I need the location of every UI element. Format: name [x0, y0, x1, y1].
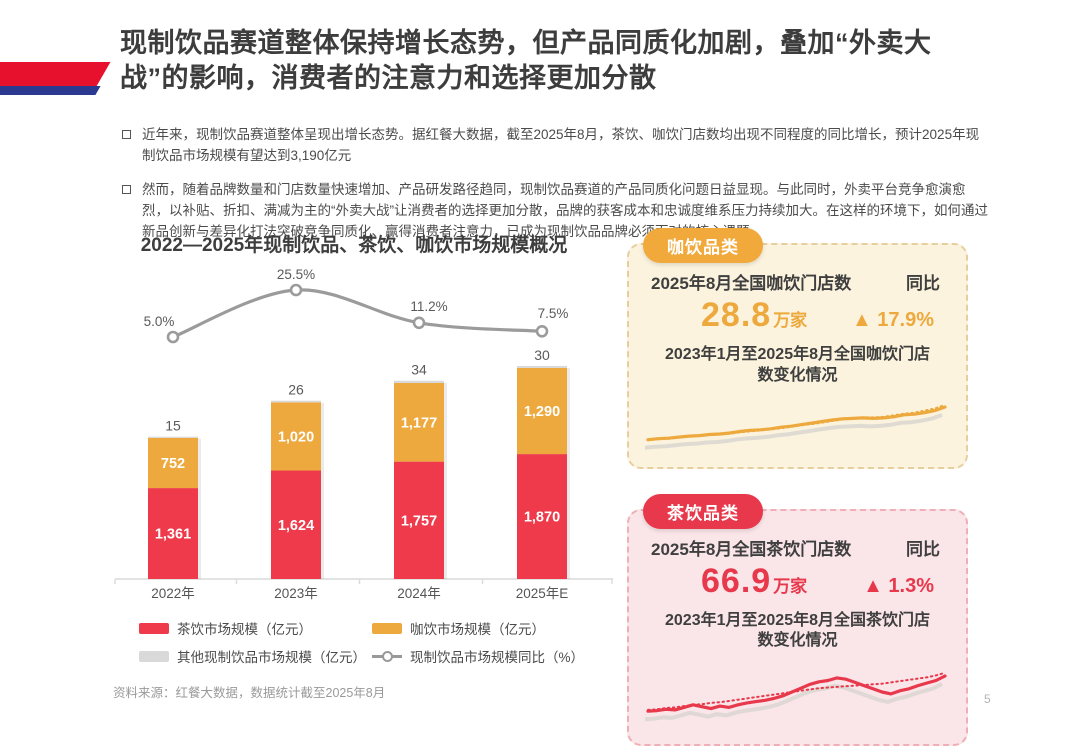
coffee-trend-sparkline — [645, 403, 947, 450]
trend-chart-title: 2023年1月至2025年8月全国茶饮门店数变化情况 — [665, 611, 930, 650]
yoy-value: ▲ 17.9% — [851, 309, 934, 331]
category-cards: 咖饮品类 2025年8月全国咖饮门店数 同比 28.8 万家 ▲ 17.9% 20… — [627, 228, 968, 746]
store-count-value: 28.8 万家 — [701, 296, 807, 335]
svg-text:1,870: 1,870 — [524, 510, 560, 526]
bullet-text: 近年来，现制饮品赛道整体呈现出增长态势。据红餐大数据，截至2025年8月，茶饮、… — [142, 127, 980, 163]
count-number: 28.8 — [701, 296, 772, 334]
trend-chart-title: 2023年1月至2025年8月全国咖饮门店数变化情况 — [665, 346, 930, 384]
count-unit: 万家 — [773, 311, 808, 330]
svg-text:34: 34 — [411, 362, 427, 378]
square-bullet-icon — [122, 130, 131, 139]
legend-item-other: 其他现制饮品市场规模（亿元） — [139, 646, 372, 666]
svg-text:25.5%: 25.5% — [277, 267, 315, 282]
chart-legend: 茶饮市场规模（亿元） 咖饮市场规模（亿元） 其他现制饮品市场规模（亿元） 现制饮… — [113, 618, 621, 666]
svg-text:5.0%: 5.0% — [144, 314, 175, 329]
svg-text:30: 30 — [534, 347, 550, 363]
svg-text:15: 15 — [165, 418, 181, 434]
chart-title: 2022—2025年现制饮品、茶饮、咖饮市场规模概况 — [140, 235, 568, 256]
store-count-value: 66.9 万家 — [701, 562, 807, 601]
other-swatch-icon — [139, 650, 169, 662]
yoy-value: ▲ 1.3% — [863, 574, 934, 597]
summary-bullets: 近年来，现制饮品赛道整体呈现出增长态势。据红餐大数据，截至2025年8月，茶饮、… — [122, 125, 990, 256]
ribbon-red-stripe — [0, 62, 111, 88]
tea-category-card: 茶饮品类 2025年8月全国茶饮门店数 同比 66.9 万家 ▲ 1.3% 202… — [627, 493, 968, 746]
legend-item-tea: 茶饮市场规模（亿元） — [139, 618, 372, 638]
page-number: 5 — [984, 692, 991, 706]
svg-text:2024年: 2024年 — [397, 586, 441, 601]
tea-trend-sparkline — [645, 671, 947, 722]
page-title: 现制饮品赛道整体保持增长态势，但产品同质化加剧，叠加“外卖大战”的影响，消费者的… — [120, 28, 932, 93]
svg-text:26: 26 — [288, 382, 304, 398]
count-unit: 万家 — [773, 576, 808, 596]
svg-text:2025年E: 2025年E — [516, 586, 569, 601]
svg-text:1,020: 1,020 — [278, 429, 314, 445]
coffee-swatch-icon — [372, 622, 402, 634]
stacked-bar-line-chart: 1,361 752 15 2022年 1,624 1,020 26 2023年 1,757 1,1… — [114, 267, 613, 601]
legend-label: 咖饮市场规模（亿元） — [410, 622, 545, 637]
store-count-label: 2025年8月全国茶饮门店数 — [651, 539, 852, 559]
bullet-item: 然而，随着品牌数量和门店数量快速增加、产品研发路径趋同，现制饮品赛道的产品同质化… — [122, 180, 990, 243]
line-marker-icon — [372, 650, 402, 662]
svg-text:7.5%: 7.5% — [538, 306, 569, 321]
bullet-text: 然而，随着品牌数量和门店数量快速增加、产品研发路径趋同，现制饮品赛道的产品同质化… — [142, 181, 988, 239]
yoy-label: 同比 — [906, 274, 940, 293]
market-size-chart: 2022—2025年现制饮品、茶饮、咖饮市场规模概况 1,361 752 15 202… — [113, 230, 621, 701]
svg-text:2022年: 2022年 — [151, 586, 195, 601]
legend-item-coffee: 咖饮市场规模（亿元） — [372, 618, 621, 638]
stat-row: 2025年8月全国茶饮门店数 同比 — [645, 535, 950, 560]
count-number: 66.9 — [701, 561, 772, 600]
svg-text:1,177: 1,177 — [401, 415, 437, 431]
store-count-label: 2025年8月全国咖饮门店数 — [651, 274, 852, 293]
ribbon-navy-stripe — [0, 86, 101, 95]
square-bullet-icon — [122, 184, 131, 194]
svg-text:1,361: 1,361 — [155, 527, 191, 543]
coffee-badge: 咖饮品类 — [643, 228, 763, 263]
svg-text:752: 752 — [161, 456, 185, 472]
bullet-item: 近年来，现制饮品赛道整体呈现出增长态势。据红餐大数据，截至2025年8月，茶饮、… — [122, 125, 990, 167]
value-row: 28.8 万家 ▲ 17.9% — [645, 296, 950, 335]
legend-label: 茶饮市场规模（亿元） — [177, 622, 312, 637]
data-source-note: 资料来源：红餐大数据，数据统计截至2025年8月 — [113, 686, 386, 700]
legend-label: 现制饮品市场规模同比（%） — [410, 650, 585, 665]
svg-text:1,757: 1,757 — [401, 513, 437, 529]
svg-text:11.2%: 11.2% — [410, 299, 447, 314]
legend-label: 其他现制饮品市场规模（亿元） — [177, 650, 366, 665]
tea-swatch-icon — [139, 622, 169, 634]
stat-row: 2025年8月全国咖饮门店数 同比 — [645, 269, 950, 294]
legend-item-yoy-line: 现制饮品市场规模同比（%） — [372, 646, 621, 666]
svg-text:1,624: 1,624 — [278, 518, 314, 534]
value-row: 66.9 万家 ▲ 1.3% — [645, 562, 950, 601]
svg-text:2023年: 2023年 — [274, 586, 318, 601]
tea-badge: 茶饮品类 — [643, 493, 763, 529]
coffee-category-card: 咖饮品类 2025年8月全国咖饮门店数 同比 28.8 万家 ▲ 17.9% 20… — [627, 228, 968, 469]
yoy-label: 同比 — [906, 539, 940, 559]
svg-text:1,290: 1,290 — [524, 404, 560, 420]
